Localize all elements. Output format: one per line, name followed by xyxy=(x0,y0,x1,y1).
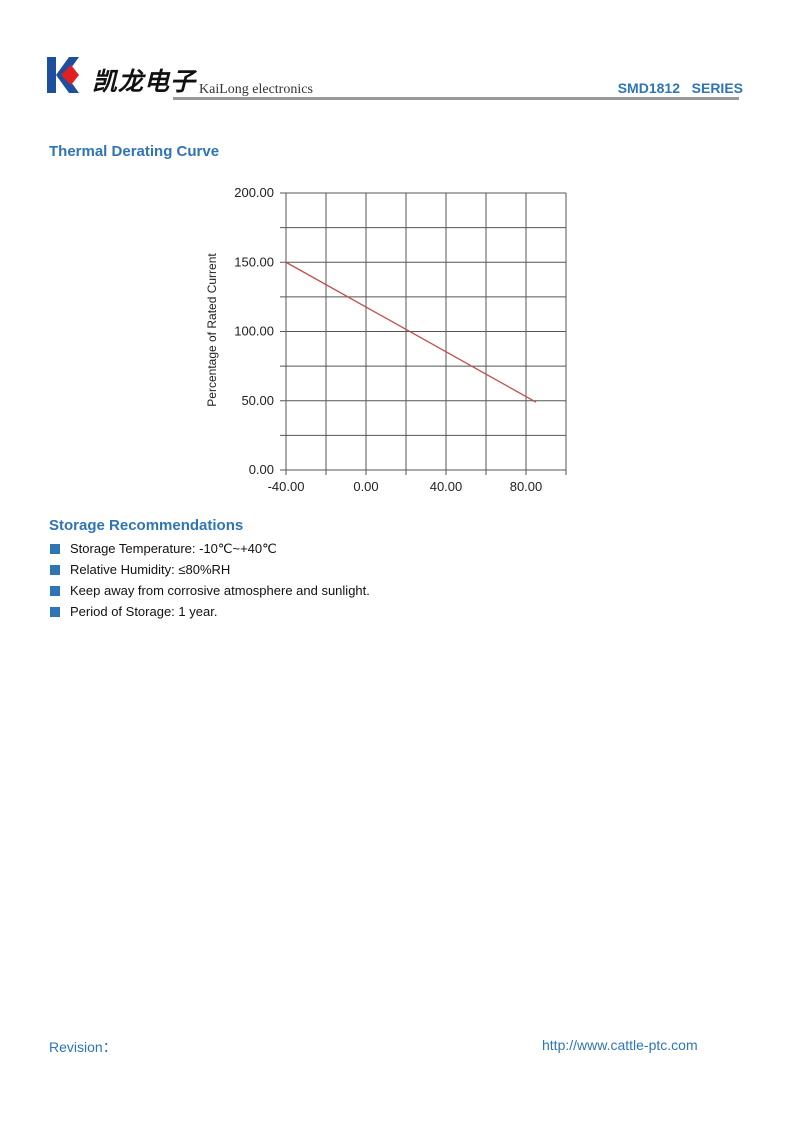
logo-english-name: KaiLong electronics xyxy=(199,82,313,97)
square-bullet-icon xyxy=(50,543,60,554)
footer-url-link[interactable]: http://www.cattle-ptc.com xyxy=(542,1037,698,1053)
list-item: Keep away from corrosive atmosphere and … xyxy=(50,580,370,601)
logo-k-icon xyxy=(47,57,79,93)
list-item: Storage Temperature: -10℃~+40℃ xyxy=(50,538,370,559)
list-item-text: Keep away from corrosive atmosphere and … xyxy=(70,583,370,598)
list-item-text: Relative Humidity: ≤80%RH xyxy=(70,562,231,577)
storage-list: Storage Temperature: -10℃~+40℃ Relative … xyxy=(50,538,370,622)
y-tick-label: 0.00 xyxy=(249,462,274,477)
y-axis-label: Percentage of Rated Current xyxy=(205,253,219,407)
square-bullet-icon xyxy=(50,564,60,575)
header-divider xyxy=(173,97,739,100)
thermal-derating-heading: Thermal Derating Curve xyxy=(49,143,220,160)
list-item: Period of Storage: 1 year. xyxy=(50,601,370,622)
logo-chinese-name: 凯龙电子 xyxy=(92,67,197,96)
x-tick-label: 40.00 xyxy=(430,479,463,494)
y-tick-label: 200.00 xyxy=(234,185,274,200)
square-bullet-icon xyxy=(50,585,60,596)
y-tick-label: 100.00 xyxy=(234,324,274,339)
x-tick-label: 0.00 xyxy=(353,479,378,494)
list-item: Relative Humidity: ≤80%RH xyxy=(50,559,370,580)
storage-heading: Storage Recommendations xyxy=(49,517,244,534)
series-title: SMD1812 SERIES xyxy=(617,80,743,96)
square-bullet-icon xyxy=(50,606,60,617)
list-item-text: Storage Temperature: -10℃~+40℃ xyxy=(70,540,277,556)
thermal-derating-chart: -40.00 0.00 40.00 80.00 0.00 50.00 100.00 150.0… xyxy=(205,185,567,494)
y-tick-label: 150.00 xyxy=(234,254,274,269)
y-tick-label: 50.00 xyxy=(241,393,274,408)
footer-revision: Revision： xyxy=(49,1039,117,1055)
list-item-text: Period of Storage: 1 year. xyxy=(70,604,218,619)
x-tick-label: 80.00 xyxy=(510,479,543,494)
derating-curve-line xyxy=(285,261,537,403)
x-tick-label: -40.00 xyxy=(268,479,305,494)
